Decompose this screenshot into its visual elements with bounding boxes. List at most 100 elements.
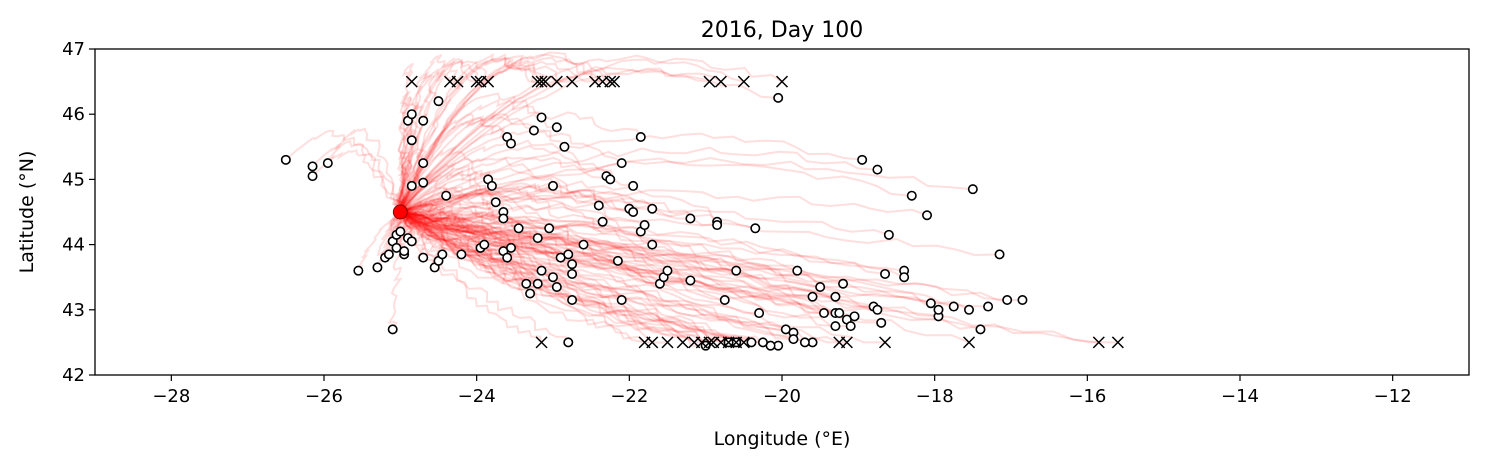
drift-track [399,57,542,213]
endpoint-circle [280,154,291,165]
endpoint-circle [547,272,558,283]
drift-track [399,211,554,279]
endpoint-circle [521,278,532,289]
drift-track [399,189,520,229]
drift-track [399,211,989,308]
drift-track [400,191,603,223]
endpoint-circle [964,304,975,315]
drift-track [399,211,821,288]
drift-track [400,211,573,267]
stranded-cross [1092,336,1105,349]
y-tick-label: 45 [62,169,85,190]
drift-track [389,195,407,242]
endpoint-circle [647,239,658,250]
endpoint-circle [418,115,429,126]
endpoint-circle [532,278,543,289]
drift-track [399,182,630,213]
stranded-cross [535,75,548,88]
endpoint-circle [605,174,616,185]
stranded-cross [840,336,853,349]
chart-title: 2016, Day 100 [701,18,863,43]
stranded-cross [879,336,892,349]
endpoint-circle [834,308,845,319]
drift-track [398,208,444,257]
release-point [392,204,408,220]
endpoint-circle [441,190,452,201]
drift-track [399,211,752,344]
endpoint-circle [994,249,1005,260]
stranded-cross [566,75,579,88]
endpoint-circle [456,249,467,260]
endpoint-circle [563,249,574,260]
position-markers [280,75,1124,351]
drift-track [400,210,737,272]
drift-track [400,211,836,314]
endpoint-circle [967,184,978,195]
endpoint-circle [559,141,570,152]
x-tick-label: −12 [1374,386,1412,407]
y-axis-label: Latitude (°N) [16,151,38,274]
drift-track [399,211,882,324]
endpoint-circle [486,180,497,191]
endpoint-circle [616,295,627,306]
endpoint-circle [922,210,933,221]
endpoint-circle [685,275,696,286]
x-tick-label: −22 [610,386,648,407]
drift-track [400,211,1023,301]
stranded-cross [962,336,976,349]
stranded-cross [661,336,674,349]
endpoint-circle [544,223,555,234]
drift-track [396,90,413,213]
drift-track [399,113,512,213]
endpoint-circle [807,291,818,302]
stranded-cross [608,75,621,88]
stranded-cross [470,75,483,88]
drift-track [399,211,695,344]
drift-track [400,202,890,236]
endpoint-circle [506,138,517,149]
endpoint-circle [567,295,578,306]
endpoint-circle [479,239,490,250]
drift-track [399,211,813,298]
endpoint-circle [933,304,944,315]
drift-track [395,191,413,239]
endpoint-circle [818,308,829,319]
drift-track [399,53,558,213]
y-tick-label: 47 [62,39,85,60]
endpoint-circle [899,272,910,283]
axis-ticks: −28 −26 −24 −22 −20 −18 −16 −14 −12 42 43 44 45 46 47 [62,39,1412,407]
endpoint-circle [490,197,501,208]
y-tick-label: 42 [62,365,85,386]
drift-track [375,211,402,268]
drift-track [399,185,551,229]
drift-track [399,211,836,328]
drift-track [399,211,970,344]
endpoint-circle [849,311,860,322]
endpoint-circle [513,223,524,234]
drift-track [399,138,608,213]
stranded-cross [405,75,418,88]
drift-track [400,211,878,311]
drift-track [400,211,562,259]
drift-track [400,202,653,246]
drift-track [399,67,779,213]
endpoint-circle [750,223,761,234]
x-axis-label: Longitude (°E) [714,428,851,450]
endpoint-circle [746,337,757,348]
drift-track [399,53,603,213]
drift-track [399,211,794,341]
drift-track [399,167,497,213]
x-tick-label: −20 [763,386,801,407]
drift-track [399,211,851,328]
x-tick-label: −16 [1068,386,1106,407]
drift-track [394,159,414,213]
endpoint-circle [838,278,849,289]
endpoint-circle [830,321,841,332]
endpoint-circle [502,252,513,263]
endpoint-circle [975,324,986,335]
endpoint-circle [872,304,883,315]
drift-track [400,211,573,275]
drift-track [400,193,718,227]
drift-track [399,211,813,344]
